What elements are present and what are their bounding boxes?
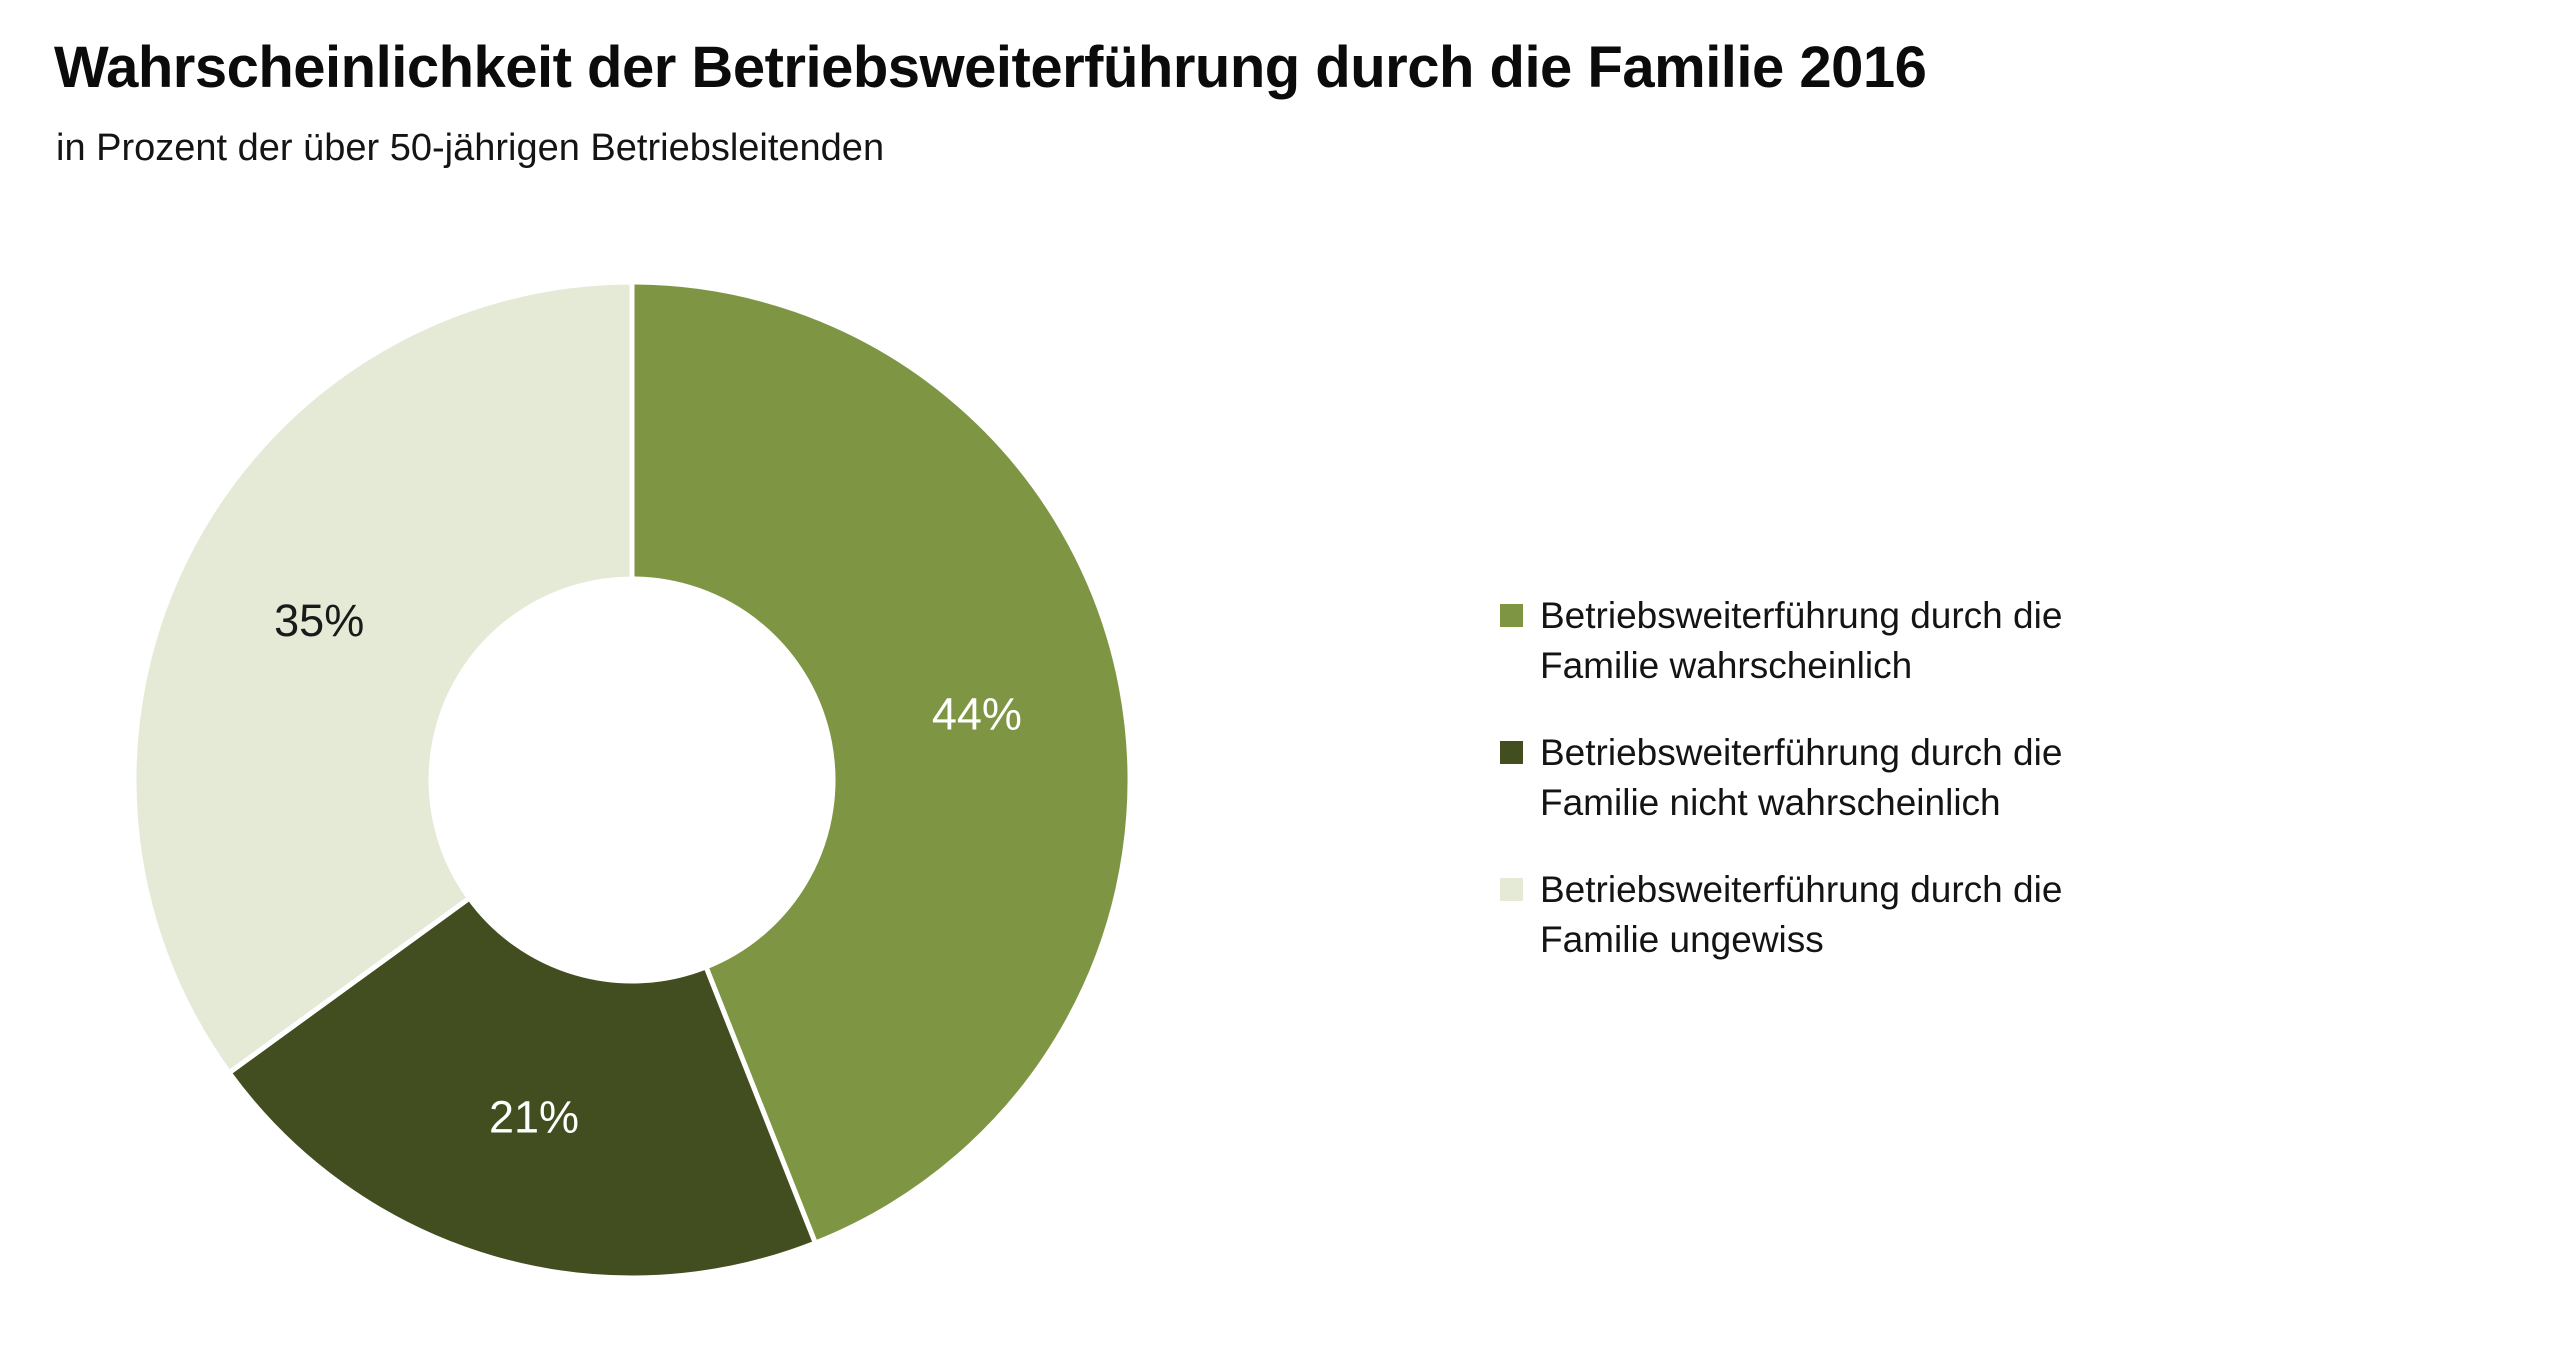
chart-title: Wahrscheinlichkeit der Betriebsweiterfüh…	[54, 35, 1927, 100]
donut-slice-label-1: 21%	[489, 1092, 579, 1143]
legend-label: Betriebsweiterführung durch die Familie …	[1540, 591, 2062, 691]
donut-slice-label-0: 44%	[932, 689, 1022, 740]
legend-label-line: Familie nicht wahrscheinlich	[1540, 782, 2001, 823]
legend-swatch-ungewiss	[1500, 878, 1523, 901]
donut-slice-1	[226, 895, 818, 1281]
donut-slice-0	[629, 279, 1133, 1246]
chart-subtitle: in Prozent der über 50-jährigen Betriebs…	[56, 127, 885, 169]
donut-slice-2	[131, 279, 635, 1076]
legend-label-line: Betriebsweiterführung durch die	[1540, 732, 2063, 773]
legend-label-line: Betriebsweiterführung durch die	[1540, 869, 2063, 910]
legend-label-line: Familie wahrscheinlich	[1540, 645, 1913, 686]
legend-swatch-wahrscheinlich	[1500, 604, 1523, 627]
chart-legend: Betriebsweiterführung durch die Familie …	[1500, 591, 2062, 965]
legend-item-ungewiss: Betriebsweiterführung durch die Familie …	[1500, 865, 2062, 965]
legend-label: Betriebsweiterführung durch die Familie …	[1540, 865, 2062, 965]
legend-label-line: Familie ungewiss	[1540, 919, 1824, 960]
legend-swatch-nicht-wahrscheinlich	[1500, 741, 1523, 764]
legend-label-line: Betriebsweiterführung durch die	[1540, 595, 2063, 636]
legend-item-wahrscheinlich: Betriebsweiterführung durch die Familie …	[1500, 591, 2062, 691]
legend-item-nicht-wahrscheinlich: Betriebsweiterführung durch die Familie …	[1500, 728, 2062, 828]
donut-slice-label-2: 35%	[274, 595, 364, 646]
donut-chart: 44% 21% 35%	[131, 279, 1133, 1281]
legend-label: Betriebsweiterführung durch die Familie …	[1540, 728, 2062, 828]
